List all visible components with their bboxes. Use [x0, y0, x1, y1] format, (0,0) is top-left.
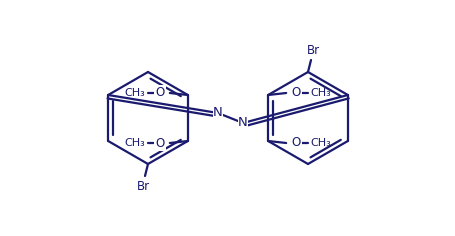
- Text: Br: Br: [136, 180, 150, 193]
- Text: CH₃: CH₃: [311, 138, 332, 148]
- Text: O: O: [291, 136, 300, 149]
- Text: CH₃: CH₃: [311, 88, 332, 98]
- Text: N: N: [238, 117, 248, 130]
- Text: N: N: [213, 106, 223, 119]
- Text: O: O: [291, 87, 300, 100]
- Text: CH₃: CH₃: [125, 138, 145, 148]
- Text: CH₃: CH₃: [125, 88, 145, 98]
- Text: Br: Br: [306, 43, 319, 56]
- Text: O: O: [156, 87, 165, 100]
- Text: O: O: [156, 136, 165, 149]
